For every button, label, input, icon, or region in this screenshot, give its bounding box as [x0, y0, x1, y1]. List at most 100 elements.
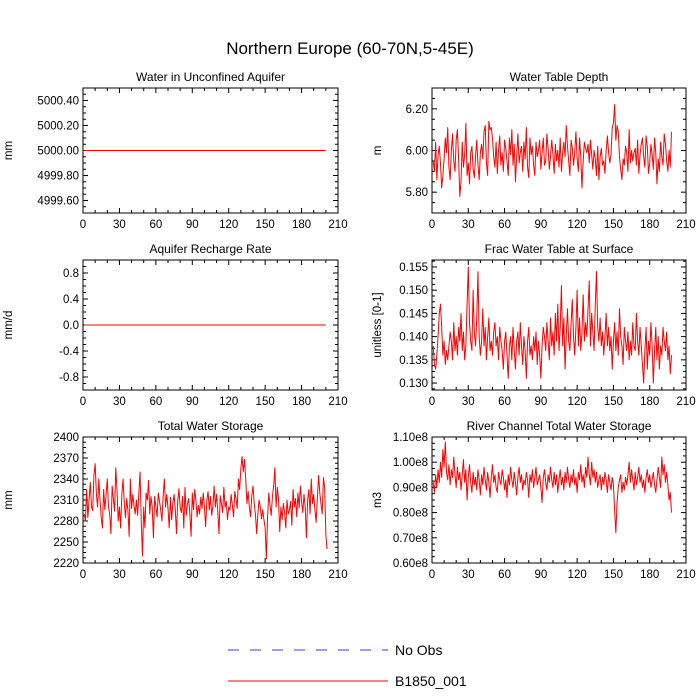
panel-title: Water Table Depth — [510, 70, 609, 84]
x-tick-label: 60 — [498, 569, 511, 581]
y-tick-label: 5000.40 — [37, 96, 79, 108]
y-tick-label: 0.8 — [63, 268, 79, 280]
panel-title: River Channel Total Water Storage — [467, 419, 652, 433]
y-tick-label: 0.130 — [399, 378, 428, 390]
y-tick-label: 6.00 — [406, 146, 428, 158]
legend-label-b1850-001: B1850_001 — [395, 673, 467, 689]
x-tick-label: 210 — [676, 396, 695, 408]
y-axis-label: m — [372, 146, 384, 156]
x-tick-label: 150 — [604, 219, 623, 231]
x-tick-label: 0 — [429, 396, 435, 408]
x-tick-label: 90 — [534, 569, 547, 581]
x-tick-label: 180 — [640, 396, 659, 408]
y-axis-label: unitless [0-1] — [372, 292, 384, 357]
x-tick-label: 150 — [604, 396, 623, 408]
x-tick-label: 90 — [186, 396, 199, 408]
series-line-b1850-001 — [432, 266, 672, 384]
x-tick-label: 180 — [640, 569, 659, 581]
x-tick-label: 30 — [113, 219, 126, 231]
x-tick-label: 120 — [219, 219, 238, 231]
y-tick-label: 0.90e8 — [393, 482, 428, 494]
x-tick-label: 180 — [292, 219, 311, 231]
y-tick-label: 2280 — [53, 516, 79, 528]
y-tick-label: 2250 — [53, 537, 79, 549]
y-tick-label: 0.4 — [63, 294, 80, 306]
y-axis-label: mm/d — [3, 311, 15, 340]
x-tick-label: 210 — [328, 569, 347, 581]
x-tick-label: 210 — [328, 219, 347, 231]
x-tick-label: 150 — [604, 569, 623, 581]
y-tick-label: 0.150 — [399, 285, 428, 297]
y-tick-label: -0.4 — [59, 346, 79, 358]
x-tick-label: 30 — [113, 569, 126, 581]
x-tick-label: 120 — [568, 569, 587, 581]
y-tick-label: 2400 — [53, 432, 79, 444]
y-tick-label: 5000.00 — [37, 146, 79, 158]
y-tick-label: 0.140 — [399, 332, 428, 344]
y-tick-label: 1.00e8 — [393, 457, 428, 469]
y-tick-label: 1.10e8 — [393, 432, 428, 444]
x-tick-label: 0 — [429, 569, 435, 581]
y-tick-label: 0.135 — [399, 355, 428, 367]
chart-panel-3: Aquifer Recharge Rate 0 30 60 90 120 150 180 210… — [3, 242, 348, 408]
x-tick-label: 120 — [568, 219, 587, 231]
y-tick-label: 4999.80 — [37, 171, 79, 183]
y-tick-label: 2310 — [53, 495, 79, 507]
x-tick-label: 90 — [186, 219, 199, 231]
legend: No Obs B1850_001 — [228, 642, 467, 689]
x-tick-label: 210 — [676, 569, 695, 581]
x-tick-label: 60 — [149, 219, 162, 231]
y-axis-label: mm — [3, 490, 15, 509]
chart-panel-1: Water in Unconfined Aquifer 0 30 60 90 120 150… — [3, 70, 348, 231]
x-tick-label: 60 — [498, 396, 511, 408]
legend-label-no-obs: No Obs — [395, 642, 442, 658]
x-tick-label: 60 — [498, 219, 511, 231]
y-tick-label: 0.70e8 — [393, 533, 428, 545]
x-tick-label: 180 — [292, 569, 311, 581]
x-tick-label: 180 — [292, 396, 311, 408]
x-tick-label: 120 — [219, 569, 238, 581]
y-tick-label: 0.60e8 — [393, 558, 428, 570]
y-tick-label: 6.20 — [406, 104, 428, 116]
chart-panel-4: Frac Water Table at Surface 0 30 60 90 120 150… — [372, 242, 696, 408]
x-tick-label: 90 — [186, 569, 199, 581]
series-line-b1850-001 — [432, 441, 672, 534]
x-tick-label: 150 — [256, 569, 275, 581]
x-tick-label: 30 — [462, 219, 475, 231]
x-tick-label: 210 — [676, 219, 695, 231]
x-tick-label: 30 — [462, 396, 475, 408]
x-tick-label: 60 — [149, 569, 162, 581]
x-tick-label: 90 — [534, 396, 547, 408]
panel-title: Aquifer Recharge Rate — [149, 242, 271, 256]
chart-panels: Water in Unconfined Aquifer 0 30 60 90 120 150… — [3, 70, 696, 581]
y-tick-label: 5.80 — [406, 187, 428, 199]
y-tick-label: 0.0 — [63, 320, 79, 332]
x-tick-label: 120 — [219, 396, 238, 408]
y-tick-label: -0.8 — [59, 372, 79, 384]
chart-panel-6: River Channel Total Water Storage 0 30 60 90… — [372, 419, 696, 581]
x-tick-label: 150 — [256, 219, 275, 231]
y-axis-label: mm — [3, 141, 15, 160]
y-tick-label: 5000.20 — [37, 121, 79, 133]
x-tick-label: 30 — [462, 569, 475, 581]
x-tick-label: 210 — [328, 396, 347, 408]
x-tick-label: 0 — [80, 219, 86, 231]
y-tick-label: 0.80e8 — [393, 508, 428, 520]
y-tick-label: 0.155 — [399, 262, 428, 274]
chart-panel-2: Water Table Depth 0 30 60 90 120 150 180 210 5.80… — [372, 70, 696, 231]
plot-frame — [431, 436, 687, 564]
x-tick-label: 30 — [113, 396, 126, 408]
x-tick-label: 0 — [80, 569, 86, 581]
panel-title: Total Water Storage — [158, 419, 264, 433]
x-tick-label: 90 — [534, 219, 547, 231]
x-tick-label: 180 — [640, 219, 659, 231]
y-tick-label: 4999.60 — [37, 196, 79, 208]
x-tick-label: 60 — [149, 396, 162, 408]
x-tick-label: 0 — [80, 396, 86, 408]
y-tick-label: 0.145 — [399, 308, 428, 320]
x-tick-label: 150 — [256, 396, 275, 408]
x-tick-label: 120 — [568, 396, 587, 408]
series-line-b1850-001 — [432, 104, 672, 197]
